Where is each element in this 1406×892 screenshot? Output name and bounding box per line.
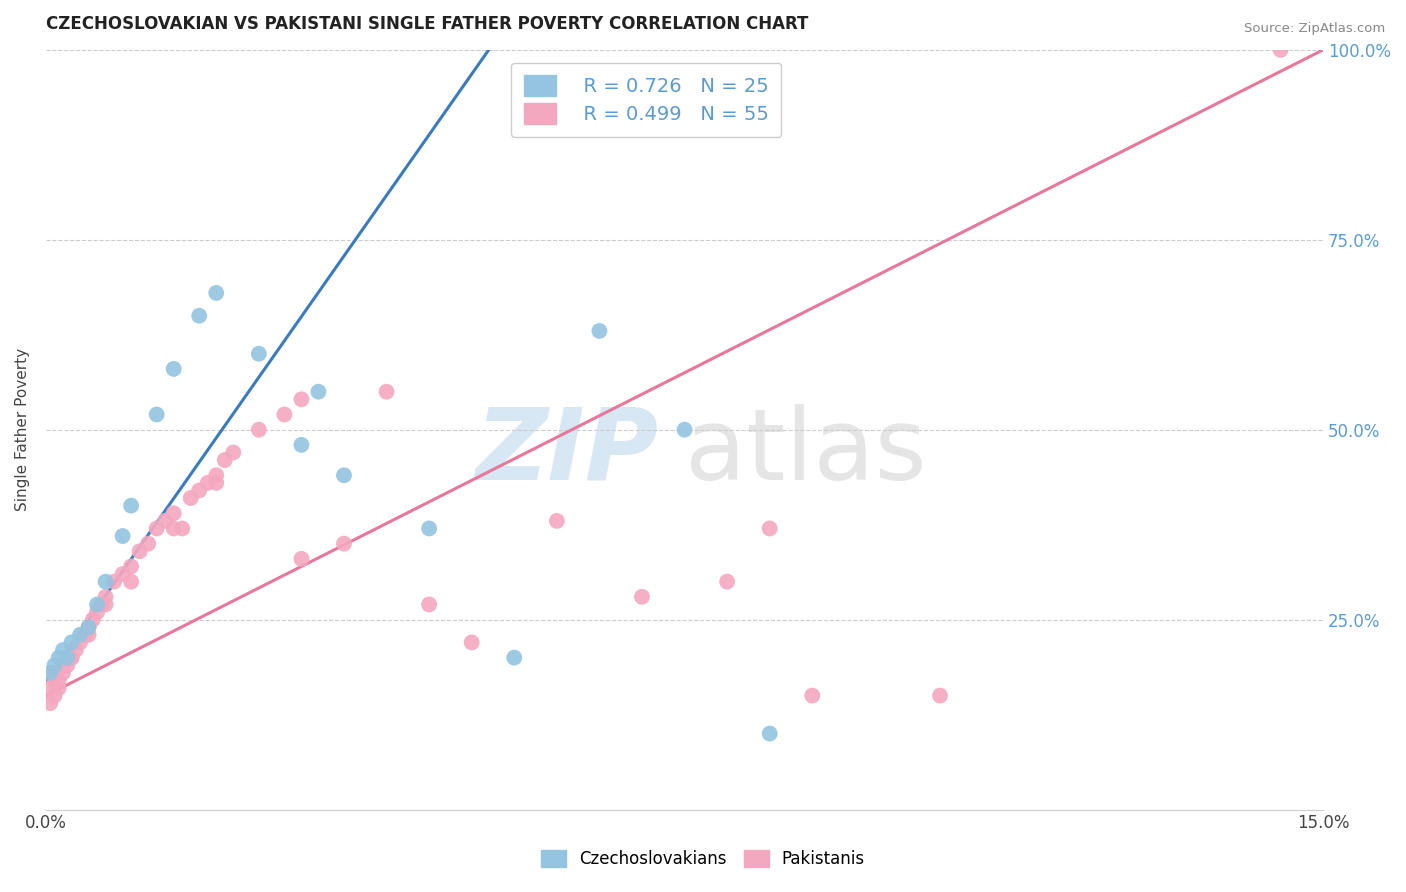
Point [163, 362, 186, 376]
Point [758, 726, 780, 740]
Text: Source: ZipAtlas.com: Source: ZipAtlas.com [1244, 22, 1385, 36]
Point [546, 514, 568, 528]
Point [205, 285, 228, 300]
Point [69, 635, 91, 649]
Point [290, 438, 312, 452]
Point [188, 309, 211, 323]
Point [588, 324, 610, 338]
Point [120, 559, 142, 574]
Point [290, 392, 312, 407]
Point [205, 475, 228, 490]
Point [758, 521, 780, 535]
Point [44, 673, 66, 688]
Point [60, 650, 83, 665]
Point [52, 658, 75, 673]
Point [77, 628, 100, 642]
Point [273, 408, 295, 422]
Point [214, 453, 236, 467]
Point [136, 536, 159, 550]
Point [247, 347, 270, 361]
Point [503, 650, 526, 665]
Text: atlas: atlas [685, 404, 927, 501]
Point [307, 384, 329, 399]
Point [180, 491, 202, 505]
Legend: Czechoslovakians, Pakistanis: Czechoslovakians, Pakistanis [534, 843, 872, 875]
Point [94, 590, 117, 604]
Point [60, 635, 83, 649]
Point [673, 423, 696, 437]
Point [1270, 43, 1292, 57]
Point [333, 536, 356, 550]
Point [103, 574, 125, 589]
Text: CZECHOSLOVAKIAN VS PAKISTANI SINGLE FATHER POVERTY CORRELATION CHART: CZECHOSLOVAKIAN VS PAKISTANI SINGLE FATH… [46, 15, 808, 33]
Point [65, 643, 87, 657]
Point [128, 544, 150, 558]
Point [69, 628, 91, 642]
Point [460, 635, 482, 649]
Point [94, 574, 117, 589]
Point [44, 658, 66, 673]
Point [111, 567, 134, 582]
Point [418, 521, 440, 535]
Point [44, 689, 66, 703]
Point [172, 521, 194, 535]
Point [120, 499, 142, 513]
Point [52, 643, 75, 657]
Point [120, 574, 142, 589]
Point [375, 384, 398, 399]
Point [111, 529, 134, 543]
Point [247, 423, 270, 437]
Point [631, 590, 654, 604]
Point [77, 620, 100, 634]
Point [86, 598, 108, 612]
Point [52, 665, 75, 680]
Point [222, 445, 245, 459]
Point [163, 521, 186, 535]
Point [418, 598, 440, 612]
Point [145, 408, 167, 422]
Point [801, 689, 824, 703]
Point [73, 628, 96, 642]
Point [145, 521, 167, 535]
Point [86, 605, 108, 619]
Point [39, 696, 62, 710]
Point [333, 468, 356, 483]
Point [94, 598, 117, 612]
Point [48, 681, 70, 695]
Legend:   R = 0.726   N = 25,   R = 0.499   N = 55: R = 0.726 N = 25, R = 0.499 N = 55 [512, 62, 782, 136]
Point [716, 574, 738, 589]
Point [90, 598, 112, 612]
Point [929, 689, 952, 703]
Point [56, 650, 79, 665]
Point [188, 483, 211, 498]
Point [205, 468, 228, 483]
Text: ZIP: ZIP [477, 404, 659, 501]
Point [48, 650, 70, 665]
Point [39, 665, 62, 680]
Point [163, 506, 186, 520]
Point [197, 475, 219, 490]
Point [44, 665, 66, 680]
Point [60, 650, 83, 665]
Y-axis label: Single Father Poverty: Single Father Poverty [15, 348, 30, 511]
Point [82, 613, 104, 627]
Point [56, 658, 79, 673]
Point [153, 514, 176, 528]
Point [77, 620, 100, 634]
Point [48, 673, 70, 688]
Point [290, 551, 312, 566]
Point [39, 681, 62, 695]
